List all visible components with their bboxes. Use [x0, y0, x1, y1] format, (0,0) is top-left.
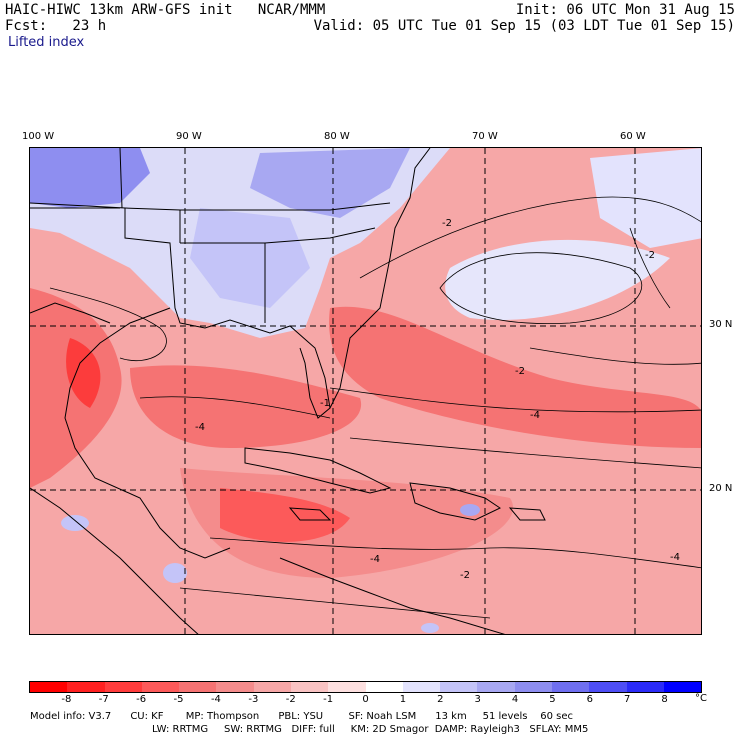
unstable-core-texas	[66, 338, 101, 408]
colorbar-cell	[30, 682, 68, 692]
contour-label: -2	[460, 570, 470, 581]
stable-core-east	[250, 148, 410, 218]
valid-time: Valid: 05 UTC Tue 01 Sep 15 (03 LDT Tue …	[313, 18, 735, 34]
colorbar-tick-label: -5	[173, 694, 184, 705]
colorbar-cell	[589, 682, 627, 692]
colorbar-cell	[216, 682, 254, 692]
colorbar-tick-label: 1	[399, 694, 407, 705]
lon-label-80w: 80 W	[324, 131, 350, 142]
unstable-core-caribbean	[220, 488, 350, 542]
lifted-index-map: -2 -2 -4 -4 -4 -2 -1 -4 -2	[29, 147, 702, 635]
lon-label-100w: 100 W	[22, 131, 55, 142]
colorbar-tick-label: -6	[136, 694, 147, 705]
colorbar-tick-label: -1	[323, 694, 334, 705]
colorbar-cell	[67, 682, 105, 692]
unstable-region-gulf	[130, 365, 362, 448]
stable-patch-hispaniola	[460, 504, 480, 516]
colorbar-tick-label: -4	[210, 694, 221, 705]
colorbar-tick-label: 7	[624, 694, 631, 705]
parameter-name: Lifted index	[8, 35, 85, 50]
lon-label-60w: 60 W	[620, 131, 646, 142]
colorbar	[29, 681, 702, 693]
contour-label: -4	[370, 554, 380, 565]
colorbar-cell	[663, 682, 702, 692]
contour-label: -1	[320, 398, 330, 409]
colorbar-cell	[141, 682, 180, 692]
li-contours	[49, 196, 701, 619]
colorbar-tick-label: 3	[474, 694, 481, 705]
stable-region-atlantic	[445, 239, 670, 320]
map-canvas: -2 -2 -4 -4 -4 -2 -1 -4 -2	[30, 148, 701, 634]
colorbar-cell	[328, 682, 366, 692]
contour-label: -2	[645, 250, 655, 261]
colorbar-tick-label: -2	[285, 694, 296, 705]
forecast-hour: Fcst: 23 h	[5, 18, 107, 34]
plot-title: HAIC-HIWC 13km ARW-GFS init NCAR/MMM	[5, 2, 326, 18]
lon-label-90w: 90 W	[176, 131, 202, 142]
colorbar-tick-label: -7	[98, 694, 109, 705]
colorbar-tick-label: 2	[437, 694, 444, 705]
stable-patch-south	[421, 623, 439, 633]
colorbar-cell	[104, 682, 142, 692]
colorbar-tick-label: 6	[586, 694, 594, 705]
contour-label: -4	[670, 552, 680, 563]
stable-patch-mexico	[61, 515, 89, 531]
colorbar-cell	[290, 682, 329, 692]
stable-region-northeast	[590, 148, 701, 248]
colorbar-cell	[626, 682, 664, 692]
contour-label: -4	[195, 422, 205, 433]
colorbar-tick-label: 5	[549, 694, 556, 705]
colorbar-tick-label: 8	[661, 694, 668, 705]
colorbar-unit: °C	[695, 693, 707, 704]
colorbar-tick-label: -3	[248, 694, 259, 705]
contour-label: -2	[442, 218, 452, 229]
colorbar-cell	[477, 682, 515, 692]
stable-patch-central-america	[163, 563, 187, 583]
colorbar-cell	[253, 682, 291, 692]
lat-lon-grid	[30, 148, 701, 634]
colorbar-cell	[402, 682, 441, 692]
colorbar-cell	[551, 682, 590, 692]
lon-label-70w: 70 W	[472, 131, 498, 142]
unstable-region-atlantic-band	[329, 306, 701, 448]
contour-label: -4	[530, 410, 540, 421]
model-info-line-1: Model info: V3.7 CU: KF MP: Thompson PBL…	[30, 711, 573, 722]
colorbar-cell	[514, 682, 552, 692]
init-time: Init: 06 UTC Mon 31 Aug 15	[515, 2, 735, 18]
colorbar-tick-label: -8	[61, 694, 72, 705]
lat-label-30n: 30 N	[709, 319, 733, 330]
coastlines	[30, 148, 546, 634]
colorbar-cell	[179, 682, 217, 692]
contour-labels: -2 -2 -4 -4 -4 -2 -1 -4 -2	[195, 218, 680, 581]
stable-core-southeast	[190, 208, 310, 308]
colorbar-cell	[440, 682, 478, 692]
colorbar-cell	[365, 682, 403, 692]
colorbar-tick-label: 0	[362, 694, 369, 705]
colorbar-tick-label: 4	[511, 694, 519, 705]
lat-label-20n: 20 N	[709, 483, 733, 494]
contour-label: -2	[515, 366, 525, 377]
model-info-line-2: LW: RRTMG SW: RRTMG DIFF: full KM: 2D Sm…	[152, 724, 589, 735]
